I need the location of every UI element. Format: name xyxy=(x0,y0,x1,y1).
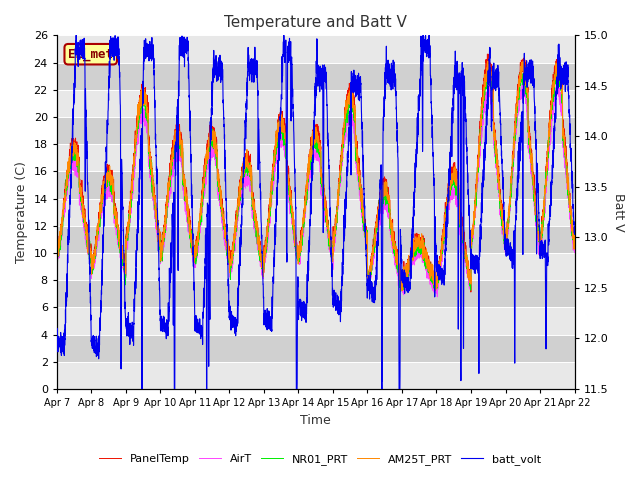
Bar xyxy=(57,253,575,280)
Bar xyxy=(57,307,575,335)
AM25T_PRT xyxy=(403,274,411,279)
PanelTemp xyxy=(53,248,61,254)
NR01_PRT xyxy=(570,236,578,241)
Bar xyxy=(57,144,575,171)
NR01_PRT xyxy=(53,254,61,260)
NR01_PRT xyxy=(296,248,304,253)
AM25T_PRT xyxy=(431,279,439,285)
Bar xyxy=(57,117,575,144)
PanelTemp xyxy=(431,271,439,276)
Bar xyxy=(57,90,575,117)
AirT xyxy=(461,254,468,260)
Y-axis label: Batt V: Batt V xyxy=(612,193,625,231)
batt_volt xyxy=(432,240,440,246)
AirT xyxy=(53,255,61,261)
batt_volt xyxy=(461,106,469,111)
Text: EE_met: EE_met xyxy=(68,48,113,60)
PanelTemp xyxy=(467,289,475,295)
batt_volt xyxy=(296,312,304,318)
Bar xyxy=(57,362,575,389)
batt_volt xyxy=(138,386,146,392)
Title: Temperature and Batt V: Temperature and Batt V xyxy=(224,15,407,30)
AirT xyxy=(431,281,439,287)
AirT xyxy=(296,253,304,259)
Bar xyxy=(57,280,575,307)
PanelTemp xyxy=(296,246,304,252)
AM25T_PRT xyxy=(484,59,492,64)
Legend: PanelTemp, AirT, NR01_PRT, AM25T_PRT, batt_volt: PanelTemp, AirT, NR01_PRT, AM25T_PRT, ba… xyxy=(94,450,546,469)
NR01_PRT xyxy=(403,274,411,279)
X-axis label: Time: Time xyxy=(300,414,331,427)
AM25T_PRT xyxy=(461,247,468,253)
NR01_PRT xyxy=(146,166,154,171)
Y-axis label: Temperature (C): Temperature (C) xyxy=(15,161,28,263)
PanelTemp xyxy=(484,51,492,57)
Bar xyxy=(57,226,575,253)
PanelTemp xyxy=(461,243,468,249)
AirT xyxy=(571,250,579,255)
Line: PanelTemp: PanelTemp xyxy=(57,54,575,292)
batt_volt xyxy=(570,219,578,225)
AM25T_PRT xyxy=(570,246,578,252)
NR01_PRT xyxy=(431,277,439,283)
AM25T_PRT xyxy=(53,250,61,256)
batt_volt xyxy=(72,33,80,38)
Bar xyxy=(57,171,575,199)
batt_volt xyxy=(147,43,154,49)
NR01_PRT xyxy=(552,63,560,69)
Bar xyxy=(57,199,575,226)
AirT xyxy=(570,248,578,253)
PanelTemp xyxy=(570,231,578,237)
AirT xyxy=(433,294,441,300)
batt_volt xyxy=(571,231,579,237)
AM25T_PRT xyxy=(571,238,579,244)
AirT xyxy=(520,76,528,82)
batt_volt xyxy=(53,336,61,342)
PanelTemp xyxy=(146,151,154,157)
Line: AM25T_PRT: AM25T_PRT xyxy=(57,61,575,291)
AM25T_PRT xyxy=(397,288,404,294)
PanelTemp xyxy=(403,261,411,267)
batt_volt xyxy=(403,276,411,282)
Bar xyxy=(57,36,575,62)
NR01_PRT xyxy=(461,252,468,258)
Bar xyxy=(57,335,575,362)
NR01_PRT xyxy=(571,240,579,245)
AirT xyxy=(403,276,411,282)
AirT xyxy=(146,157,154,163)
Line: batt_volt: batt_volt xyxy=(57,36,575,389)
Line: AirT: AirT xyxy=(57,79,575,297)
NR01_PRT xyxy=(397,288,404,294)
AM25T_PRT xyxy=(296,250,304,255)
AM25T_PRT xyxy=(146,156,154,162)
Bar xyxy=(57,62,575,90)
PanelTemp xyxy=(571,238,579,244)
Line: NR01_PRT: NR01_PRT xyxy=(57,66,575,291)
